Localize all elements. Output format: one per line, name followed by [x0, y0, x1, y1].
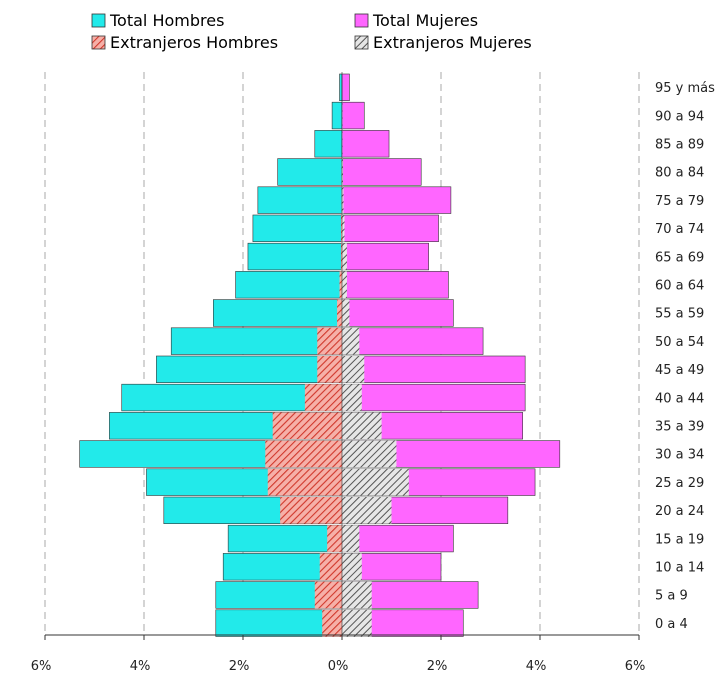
bar-extranjeros-hombres [267, 468, 342, 496]
bar-extranjeros-hombres [265, 440, 342, 468]
bar-extranjeros-hombres [272, 412, 342, 440]
x-tick-label: 6% [625, 659, 646, 674]
bar-total-mujeres [341, 101, 365, 130]
bar-total-hombres [277, 158, 343, 186]
x-tick-label: 4% [130, 659, 151, 674]
bar-total-hombres [331, 101, 343, 130]
bar-total-hombres [235, 271, 343, 299]
bar-extranjeros-mujeres [342, 468, 409, 496]
bar-extranjeros-mujeres [342, 327, 360, 355]
bars [79, 72, 561, 637]
age-group-label: 55 a 59 [655, 307, 704, 322]
bar-total-hombres [215, 609, 343, 637]
bar-extranjeros-mujeres [342, 440, 397, 468]
age-group-label: 50 a 54 [655, 335, 704, 350]
legend-label: Extranjeros Hombres [110, 33, 278, 52]
bar-extranjeros-hombres [339, 271, 342, 299]
age-group-label: 0 a 4 [655, 617, 688, 632]
age-group-label: 85 a 89 [655, 138, 704, 153]
bar-total-hombres [213, 299, 343, 327]
legend: Total Hombres Extranjeros Hombres Total Mu… [91, 11, 532, 52]
age-group-label: 65 a 69 [655, 250, 704, 265]
bar-total-mujeres [341, 327, 484, 355]
bar-total-mujeres [341, 524, 454, 553]
bar-total-mujeres [341, 383, 526, 412]
bar-extranjeros-hombres [304, 384, 342, 411]
bar-total-mujeres [341, 158, 422, 186]
bar-extranjeros-mujeres [342, 271, 347, 299]
bar-extranjeros-hombres [280, 497, 342, 524]
bar-extranjeros-mujeres [342, 412, 382, 440]
bar-extranjeros-mujeres [342, 158, 343, 186]
legend-label: Total Hombres [109, 11, 224, 30]
bar-total-hombres [314, 130, 343, 158]
bar-extranjeros-hombres [317, 327, 342, 355]
x-tick-label: 6% [31, 659, 52, 674]
bar-total-hombres [227, 524, 343, 553]
legend-label: Total Mujeres [372, 11, 478, 30]
bar-total-mujeres [341, 355, 526, 384]
legend-swatch [91, 35, 106, 50]
age-group-label: 45 a 49 [655, 363, 704, 378]
bar-extranjeros-mujeres [342, 553, 362, 581]
bar-total-mujeres [341, 186, 452, 214]
bar-total-mujeres [341, 214, 439, 243]
age-group-label: 40 a 44 [655, 391, 704, 406]
bar-total-mujeres [341, 242, 429, 271]
bar-extranjeros-hombres [314, 581, 342, 609]
bar-extranjeros-mujeres [342, 384, 362, 411]
age-group-label: 25 a 29 [655, 476, 704, 491]
bar-extranjeros-mujeres [342, 609, 372, 637]
bar-total-mujeres [341, 130, 390, 158]
bar-extranjeros-hombres [317, 356, 342, 383]
bar-total-hombres [339, 73, 343, 102]
bar-total-mujeres [341, 73, 350, 102]
bar-total-hombres [252, 214, 343, 243]
age-group-label: 5 a 9 [655, 589, 688, 604]
bar-extranjeros-mujeres [342, 243, 347, 270]
age-group-label: 95 y más [655, 81, 715, 96]
age-group-label: 35 a 39 [655, 420, 704, 435]
bar-extranjeros-hombres [341, 243, 342, 270]
bar-total-hombres [156, 355, 343, 384]
bar-extranjeros-hombres [327, 525, 342, 552]
legend-swatch [354, 35, 369, 50]
legend-swatch [91, 13, 106, 28]
age-group-label: 20 a 24 [655, 504, 704, 519]
bar-extranjeros-mujeres [342, 356, 365, 383]
age-group-labels: 0 a 4 5 a 9 10 a 14 15 a 19 20 a 24 25 a 29 30… [655, 81, 715, 632]
age-group-label: 75 a 79 [655, 194, 704, 209]
bar-extranjeros-hombres [322, 609, 342, 637]
age-group-label: 10 a 14 [655, 561, 704, 576]
x-tick-label: 2% [229, 659, 250, 674]
x-tick-label: 4% [526, 659, 547, 674]
bar-total-mujeres [341, 271, 449, 299]
bar-extranjeros-mujeres [342, 215, 345, 242]
bar-extranjeros-mujeres [342, 186, 344, 214]
age-group-label: 90 a 94 [655, 109, 704, 124]
age-group-label: 15 a 19 [655, 532, 704, 547]
x-axis: 6% 4% 2% 0% 2% 4% 6% [31, 634, 646, 674]
bar-extranjeros-hombres [319, 553, 342, 581]
x-tick-label: 2% [427, 659, 448, 674]
bar-total-hombres [247, 242, 343, 271]
age-group-label: 60 a 64 [655, 279, 704, 294]
bar-total-hombres [170, 327, 343, 355]
age-group-label: 70 a 74 [655, 222, 704, 237]
bar-extranjeros-mujeres [342, 581, 372, 609]
bar-total-mujeres [341, 299, 454, 327]
bar-total-hombres [257, 186, 343, 214]
bar-extranjeros-mujeres [342, 299, 350, 327]
age-group-label: 30 a 34 [655, 448, 704, 463]
bar-extranjeros-hombres [341, 215, 342, 242]
age-group-label: 80 a 84 [655, 166, 704, 181]
bar-extranjeros-mujeres [342, 525, 360, 552]
x-tick-label: 0% [328, 659, 349, 674]
bar-extranjeros-hombres [337, 299, 342, 327]
legend-label: Extranjeros Mujeres [373, 33, 532, 52]
legend-swatch [354, 13, 369, 28]
bar-extranjeros-mujeres [342, 497, 392, 524]
